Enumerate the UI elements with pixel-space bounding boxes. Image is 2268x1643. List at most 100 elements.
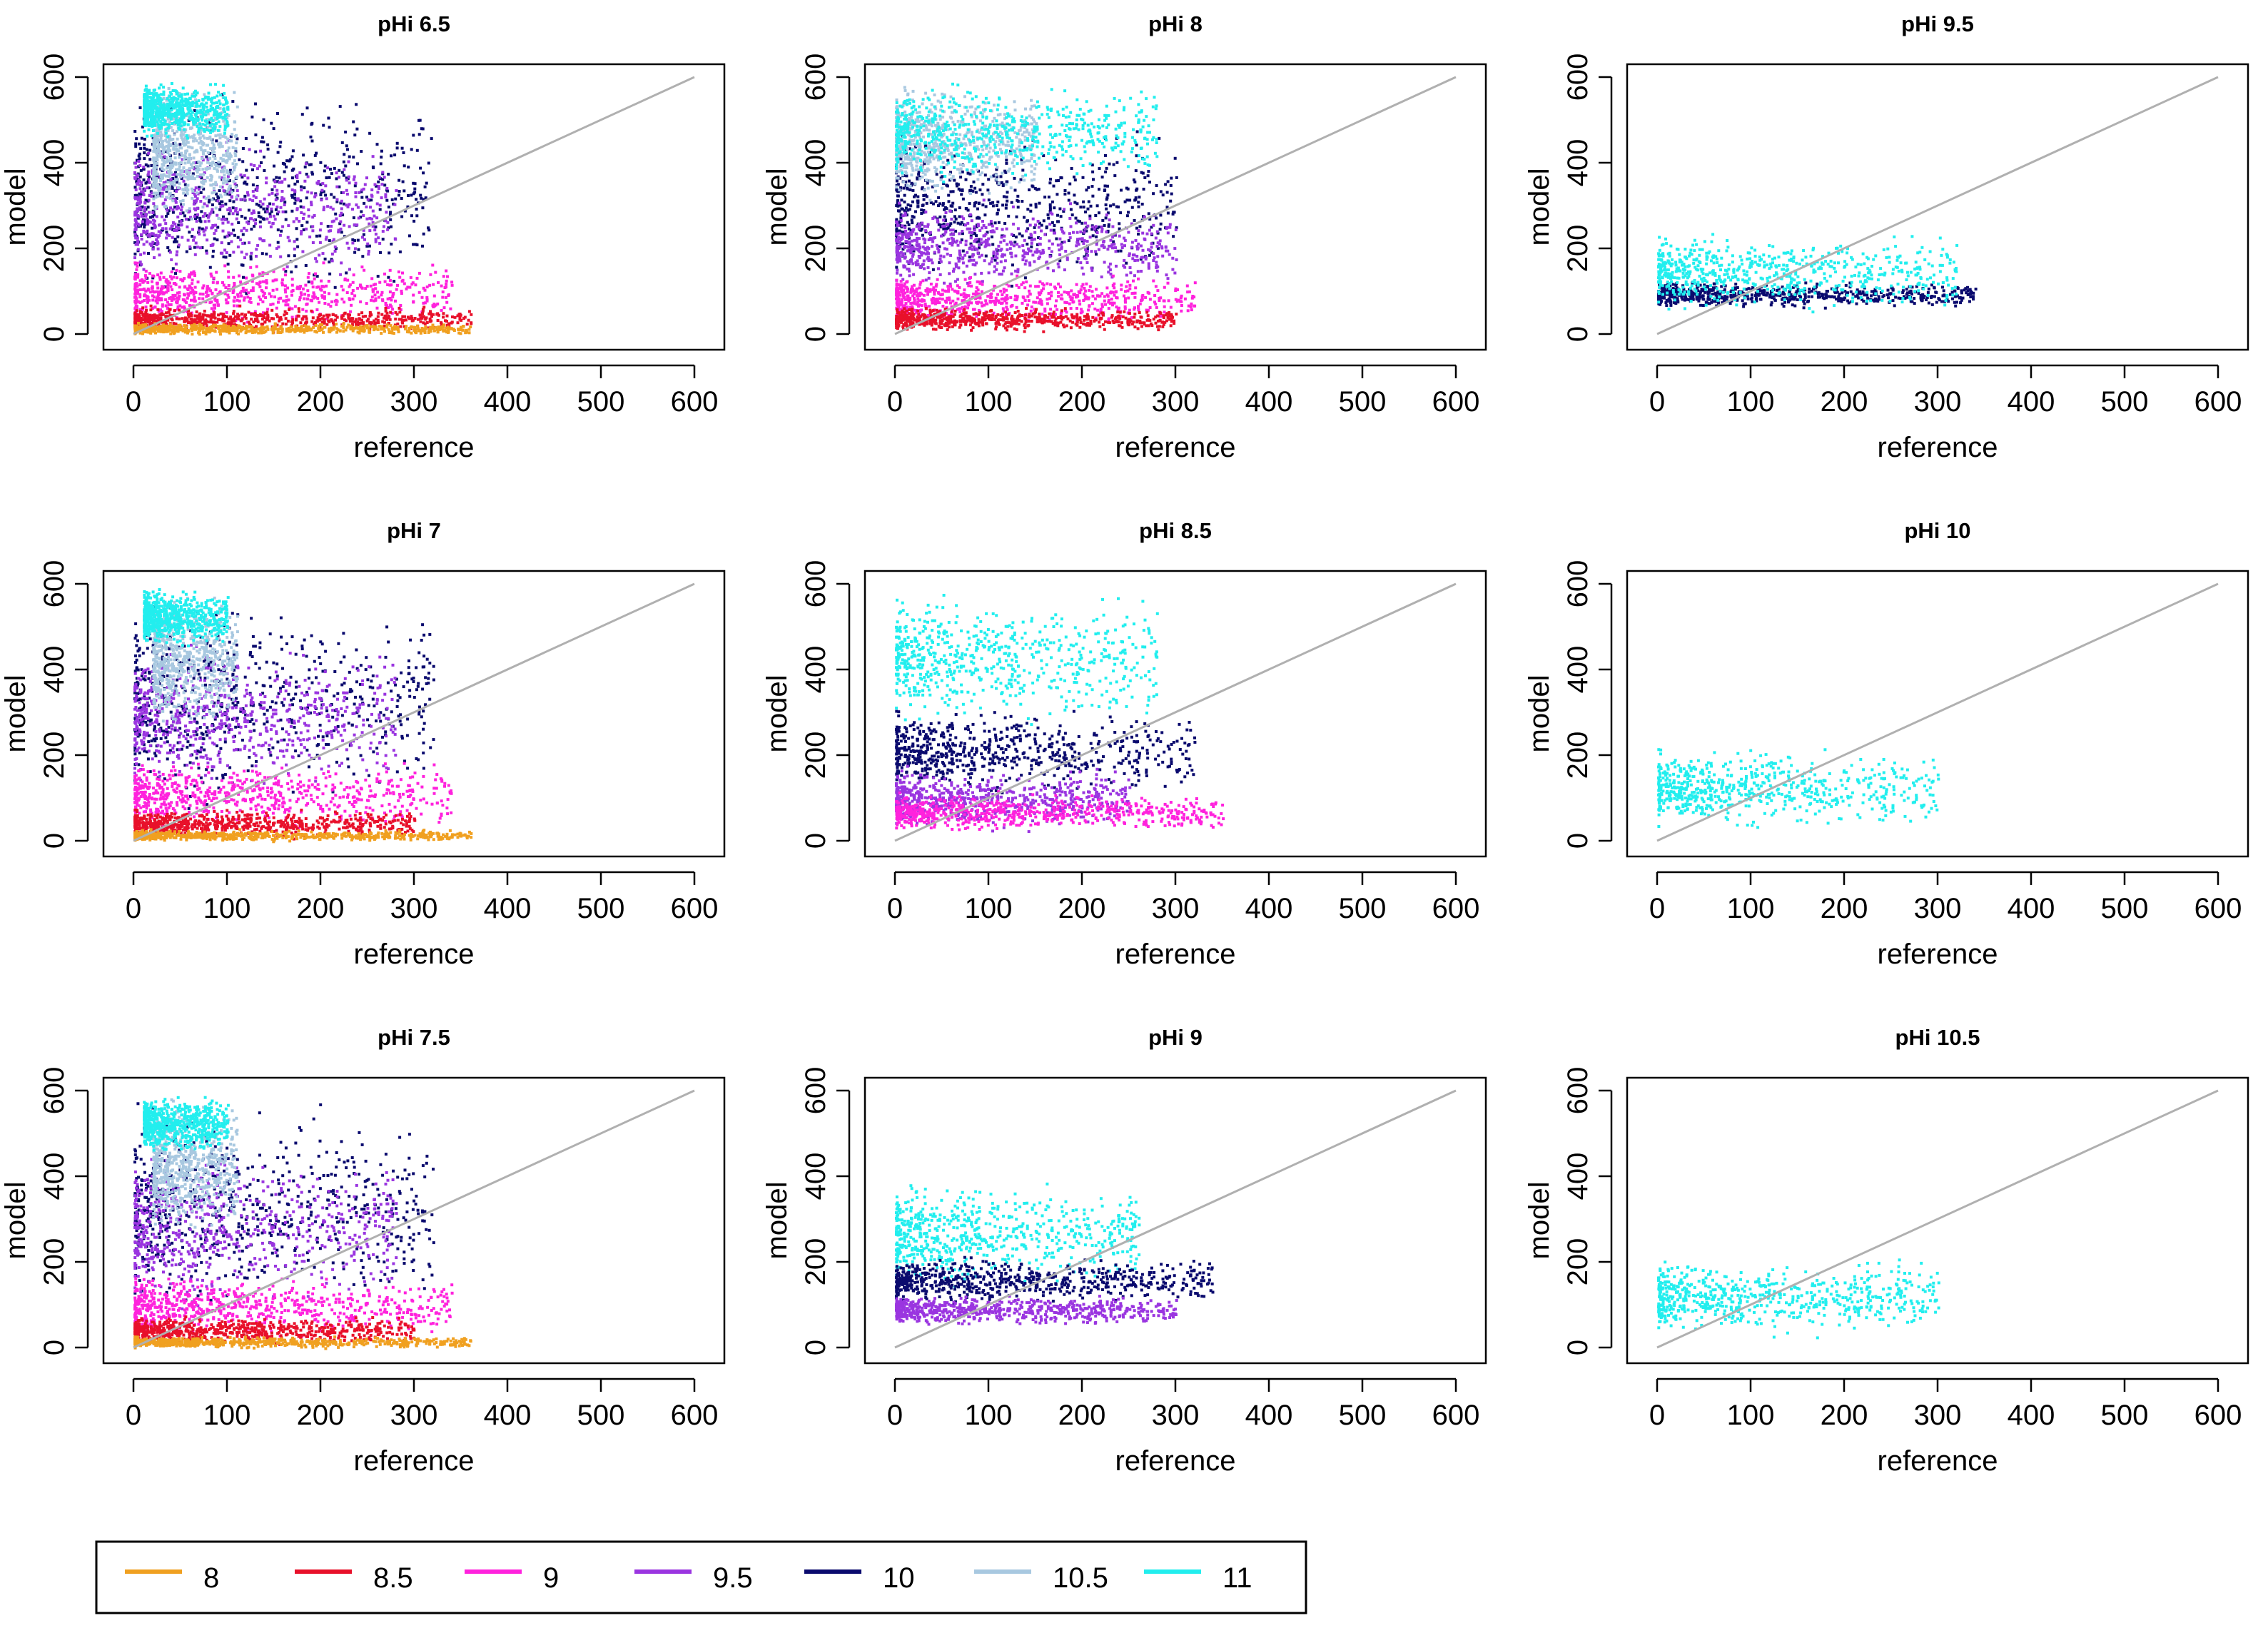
data-point [248,198,252,201]
data-point [221,93,224,96]
data-point [369,665,373,669]
data-point [379,251,382,254]
data-point [172,275,176,279]
data-point [345,176,348,180]
data-point [371,225,375,228]
data-point [377,185,380,188]
data-point [403,209,407,213]
data-point [243,181,246,185]
data-point [388,278,392,282]
data-point [152,191,156,195]
y-tick-label: 200 [39,225,70,273]
data-point [191,135,194,138]
data-point [235,684,238,687]
data-point [148,100,152,103]
data-point [213,191,216,194]
data-point [276,740,280,744]
data-point [133,669,137,673]
data-point [186,134,190,138]
data-point [155,179,158,183]
data-point [179,106,183,110]
data-point [284,218,288,221]
data-point [171,184,174,188]
data-point [255,188,259,192]
data-point [176,250,179,253]
data-point [281,210,285,213]
data-point [148,92,151,95]
data-point [190,317,193,320]
data-point [376,275,380,278]
data-point [188,175,191,178]
data-point [290,315,294,319]
data-point [385,186,389,190]
data-point [253,729,256,732]
data-point [370,298,373,302]
data-point [338,222,342,226]
data-point [417,682,420,685]
data-point [159,231,163,234]
data-point [412,300,415,304]
data-point [145,315,148,318]
data-point [431,263,435,267]
data-point [227,321,231,325]
data-point [156,236,160,239]
data-point [270,295,273,298]
data-point [364,668,368,672]
data-point [198,292,202,295]
data-point [199,173,203,176]
data-point [192,320,196,323]
data-point [275,662,279,666]
data-point [354,247,357,251]
data-point [176,123,180,127]
data-point [206,216,210,219]
data-point [201,315,205,318]
data-point [159,98,163,102]
data-point [173,114,177,118]
data-point [208,198,211,202]
data-point [271,331,275,335]
data-point [193,109,196,112]
data-point [282,299,285,303]
data-point [137,321,140,325]
data-point [235,141,238,145]
data-point [206,288,209,291]
data-point [360,311,364,315]
data-point [161,113,165,117]
data-point [138,723,142,727]
data-point [184,143,188,146]
data-point [190,118,193,121]
data-point [421,206,425,210]
data-point [325,734,329,738]
data-point [235,198,238,201]
data-point [335,300,339,303]
data-point [461,328,465,332]
data-point [159,287,163,290]
data-point [364,315,368,318]
data-point [186,317,189,320]
data-point [431,326,435,330]
data-point [136,318,139,322]
data-point [420,327,424,330]
data-point [283,310,287,313]
data-point [138,196,142,200]
data-point [198,186,201,189]
data-point [236,298,239,302]
data-point [424,196,427,200]
data-point [258,200,262,203]
data-point [381,238,385,241]
data-point [232,310,236,313]
data-point [150,243,153,247]
data-point [370,679,373,683]
data-point [223,173,226,177]
data-point [395,705,399,708]
data-point [231,100,235,103]
data-point [148,319,152,323]
panel-phi-7: pHi 70 100 200 300 400 500 600reference0200400… [0,518,726,970]
data-point [176,91,179,95]
data-point [160,298,163,302]
data-point [271,288,275,292]
data-point [222,84,226,87]
data-point [363,201,366,205]
data-point [191,146,194,150]
data-point [349,326,353,330]
